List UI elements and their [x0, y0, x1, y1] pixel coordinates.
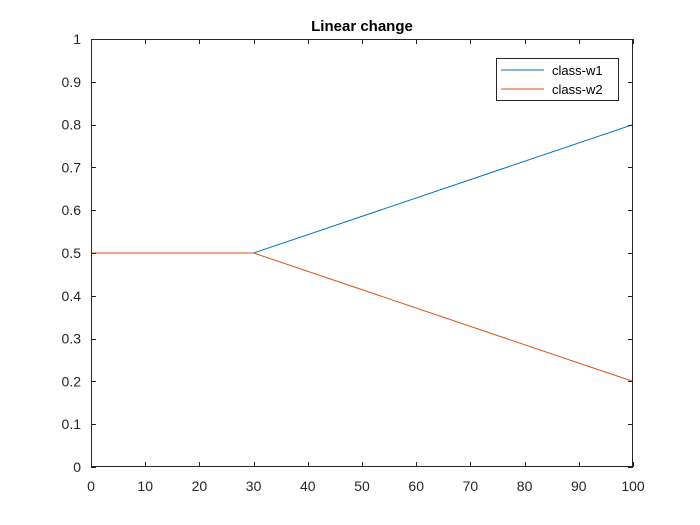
legend-label-class-w1: class-w1: [552, 63, 603, 78]
x-tick-label: 20: [192, 478, 208, 494]
y-tick-label: 0: [73, 459, 81, 475]
y-tick-label: 0.9: [62, 74, 82, 90]
ticks-layer: 0 10 20 30 40 50 60 70 80 90 100 0 0.1 0.2 0.3 0.4 0.5 0.…: [62, 31, 645, 494]
y-tick-label: 0.7: [62, 159, 82, 175]
x-tick-label: 0: [87, 478, 95, 494]
x-tick-label: 50: [354, 478, 370, 494]
y-tick-label: 0.8: [62, 117, 82, 133]
y-tick-label: 1: [73, 31, 81, 47]
y-tick-label: 0.3: [62, 331, 82, 347]
series-line-class-w2: [91, 252, 634, 382]
x-tick-label: 90: [571, 478, 587, 494]
y-tick-label: 0.2: [62, 373, 82, 389]
x-tick-label: 60: [408, 478, 424, 494]
legend-box: [496, 58, 619, 101]
x-tick-label: 10: [137, 478, 153, 494]
x-tick-label: 40: [300, 478, 316, 494]
x-tick-label: 70: [463, 478, 479, 494]
y-tick-label: 0.4: [62, 288, 82, 304]
y-tick-label: 0.6: [62, 202, 82, 218]
x-tick-label: 30: [246, 478, 262, 494]
legend-label-class-w2: class-w2: [552, 82, 603, 97]
y-tick-label: 0.5: [62, 245, 82, 261]
x-tick-label: 100: [621, 478, 645, 494]
y-tick-label: 0.1: [62, 416, 82, 432]
chart-title: Linear change: [311, 18, 413, 35]
legend: class-w1 class-w2: [496, 58, 619, 101]
series-layer: [91, 124, 634, 382]
x-tick-label: 80: [517, 478, 533, 494]
